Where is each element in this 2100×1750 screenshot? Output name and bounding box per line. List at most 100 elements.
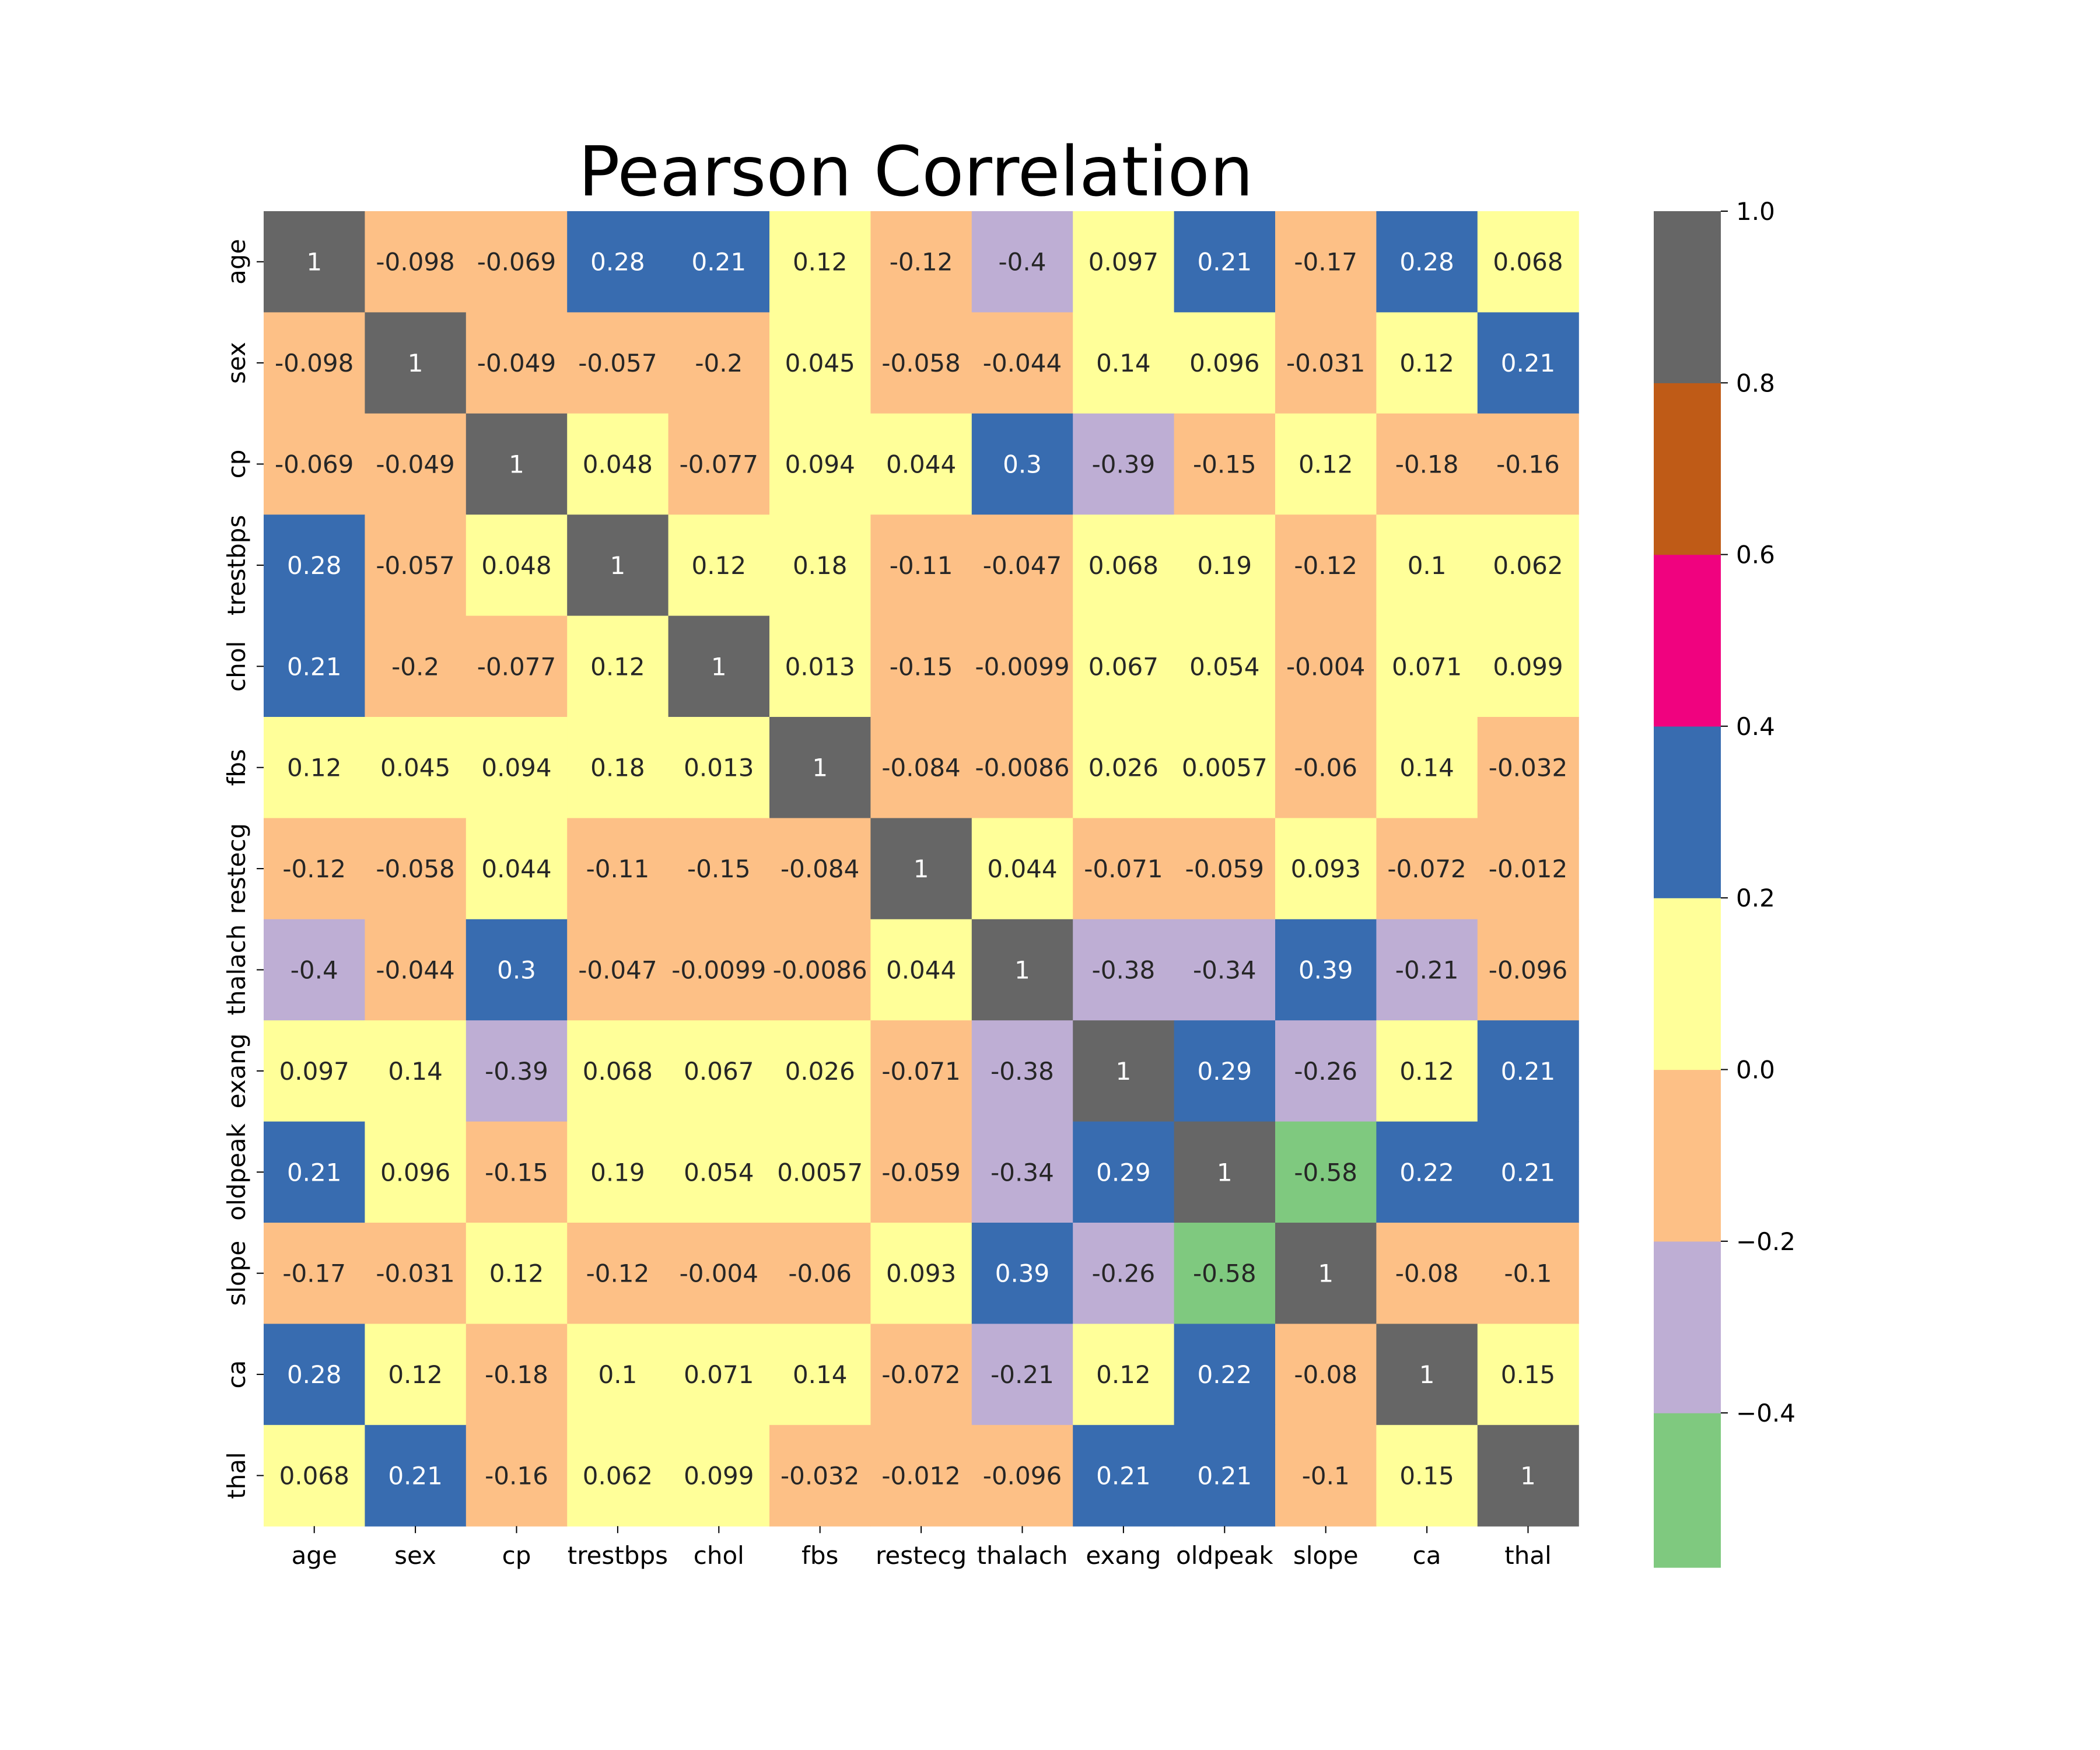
heatmap-cell-label: 1	[1419, 1360, 1435, 1389]
heatmap-cell	[1275, 1121, 1377, 1223]
heatmap-cell-label: 0.15	[1501, 1360, 1556, 1389]
heatmap-cell-label: -0.049	[477, 349, 556, 377]
heatmap-cell-label: 0.062	[1493, 551, 1563, 580]
heatmap-cell	[769, 211, 871, 313]
colorbar-tick-label: 0.2	[1736, 884, 1775, 912]
colorbar-tick-label: 1.0	[1736, 197, 1775, 226]
heatmap-cell	[1174, 1424, 1276, 1527]
heatmap-cell-label: 0.044	[886, 956, 956, 985]
heatmap-cell	[1477, 717, 1579, 818]
heatmap-cell-label: -0.21	[1395, 956, 1459, 985]
heatmap-cell	[668, 211, 770, 313]
heatmap-cell	[264, 211, 365, 313]
heatmap-cell-label: 1	[610, 551, 626, 580]
heatmap-cell	[769, 1324, 871, 1426]
heatmap-cell	[1073, 1020, 1175, 1122]
y-axis-tick-label: sex	[222, 342, 251, 384]
x-axis-tick-label: thal	[1504, 1541, 1552, 1570]
heatmap-cell-label: -0.0099	[671, 956, 766, 985]
heatmap-cell-label: -0.34	[991, 1158, 1054, 1186]
heatmap-cell-label: 0.1	[1408, 551, 1447, 580]
heatmap-cell	[264, 413, 365, 515]
heatmap-cell	[971, 413, 1073, 515]
heatmap-cell-label: -0.031	[376, 1259, 454, 1288]
heatmap-cell-label: -0.26	[1092, 1259, 1156, 1288]
heatmap-cell	[971, 919, 1073, 1021]
heatmap-cell-label: -0.08	[1395, 1259, 1459, 1288]
heatmap-cell-label: -0.18	[485, 1360, 548, 1389]
heatmap-cell	[1073, 818, 1175, 920]
heatmap-cell	[466, 413, 568, 515]
colorbar-tick-label: 0.8	[1736, 369, 1775, 397]
heatmap-cell	[567, 211, 669, 313]
y-axis-tick-label: fbs	[222, 749, 251, 786]
x-axis-tick-label: trestbps	[568, 1541, 668, 1570]
heatmap-cell	[870, 818, 972, 920]
heatmap-cell	[1174, 211, 1276, 313]
heatmap-cell	[769, 514, 871, 617]
colorbar-tick-label: 0.4	[1736, 712, 1775, 741]
heatmap-cell-label: 0.21	[1501, 1057, 1556, 1086]
heatmap-cell-label: 0.21	[1501, 349, 1556, 377]
heatmap-cell-label: 0.12	[1399, 1057, 1454, 1086]
heatmap-cell-label: 0.39	[1298, 956, 1353, 985]
heatmap-cell-label: 0.044	[481, 855, 551, 883]
heatmap-cell	[567, 1020, 669, 1122]
heatmap-cell-label: 0.0057	[777, 1158, 863, 1186]
x-axis-tick-label: restecg	[876, 1541, 967, 1570]
heatmap-cell-label: 0.12	[590, 652, 645, 681]
heatmap-cell-label: 0.044	[886, 450, 956, 479]
heatmap-cell	[1073, 1223, 1175, 1324]
heatmap-cell	[1174, 919, 1276, 1021]
colorbar-segment	[1654, 726, 1721, 898]
heatmap-cell-label: -0.077	[477, 652, 556, 681]
y-axis-tick-label: exang	[222, 1033, 251, 1108]
heatmap-cell-label: -0.1	[1504, 1259, 1552, 1288]
heatmap-cell	[1477, 1424, 1579, 1527]
colorbar-tick-label: −0.2	[1736, 1227, 1796, 1256]
heatmap-cell-label: -0.18	[1395, 450, 1459, 479]
heatmap-cell-label: -0.38	[1092, 956, 1156, 985]
heatmap-cell-label: 0.054	[1189, 652, 1259, 681]
heatmap-cell-label: 0.28	[287, 1360, 342, 1389]
heatmap-cell-label: -0.0086	[975, 754, 1069, 782]
heatmap-cell-label: -0.58	[1294, 1158, 1357, 1186]
heatmap-cell-label: 0.22	[1399, 1158, 1454, 1186]
heatmap-cell	[1477, 818, 1579, 920]
heatmap-cell	[1275, 615, 1377, 718]
heatmap-cell	[870, 919, 972, 1021]
heatmap-cell-label: -0.17	[1294, 248, 1357, 276]
heatmap-cell-label: -0.39	[485, 1057, 548, 1086]
heatmap-cell	[769, 615, 871, 718]
y-axis-tick-label: thal	[222, 1452, 251, 1499]
heatmap-cell-label: -0.38	[991, 1057, 1054, 1086]
heatmap-cell-label: -0.11	[586, 855, 650, 883]
heatmap-cell	[668, 717, 770, 818]
heatmap-cell-label: 0.062	[583, 1462, 653, 1490]
colorbar-segment	[1654, 1413, 1721, 1568]
x-axis-tick-label: exang	[1086, 1541, 1161, 1570]
heatmap-cell	[668, 514, 770, 617]
heatmap-cell-label: -0.096	[983, 1462, 1062, 1490]
heatmap-cell	[769, 717, 871, 818]
heatmap-cell	[1477, 615, 1579, 718]
heatmap-cell-label: -0.004	[1286, 652, 1365, 681]
heatmap-cell-label: 0.29	[1198, 1057, 1252, 1086]
heatmap-cell-label: 0.054	[684, 1158, 754, 1186]
heatmap-cell	[870, 717, 972, 818]
heatmap-cell	[1376, 1020, 1478, 1122]
heatmap-cell-label: 1	[1520, 1462, 1536, 1490]
heatmap-cell	[1376, 312, 1478, 414]
heatmap-cell-label: 0.013	[684, 754, 754, 782]
heatmap-cell-label: 0.045	[785, 349, 855, 377]
heatmap-cell	[264, 1223, 365, 1324]
heatmap-cell	[870, 211, 972, 313]
heatmap-cell-label: -0.059	[881, 1158, 960, 1186]
heatmap-cell-label: 0.097	[279, 1057, 349, 1086]
heatmap-cell-label: -0.08	[1294, 1360, 1357, 1389]
heatmap-cell-label: 1	[509, 450, 524, 479]
colorbar-segment	[1654, 1069, 1721, 1242]
heatmap-cell	[1376, 1324, 1478, 1426]
heatmap-cell-label: 0.12	[793, 248, 848, 276]
